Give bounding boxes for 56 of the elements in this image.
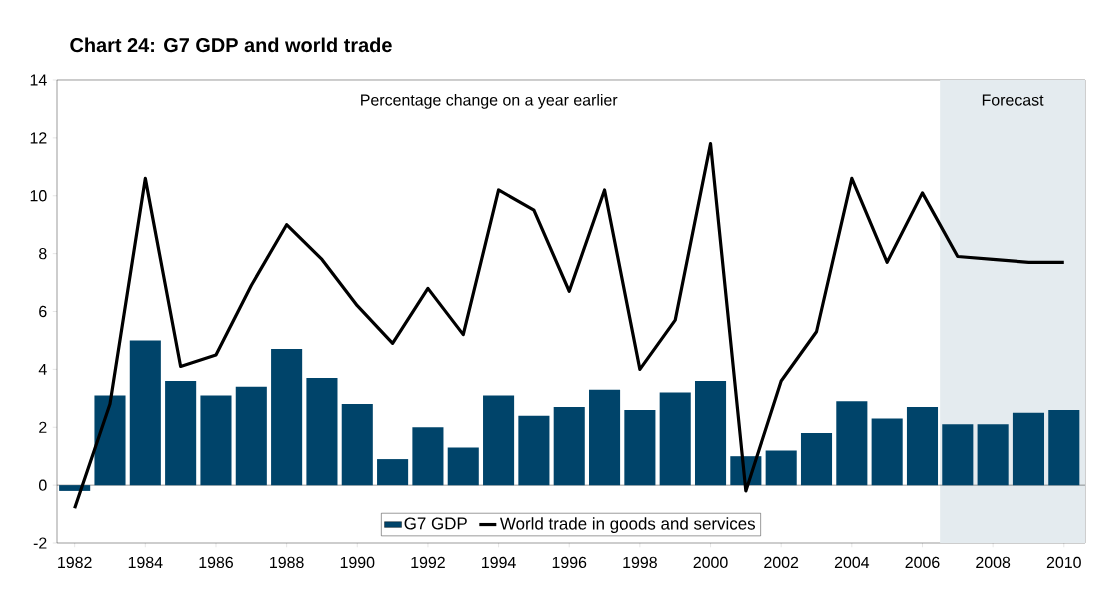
x-tick-label: 2008	[976, 556, 1011, 569]
bar	[200, 395, 232, 486]
bar	[1048, 409, 1080, 486]
x-tick-label: 1984	[128, 556, 163, 569]
bar	[836, 401, 868, 486]
y-tick-label: 4	[38, 363, 47, 375]
band-label: Forecast	[982, 94, 1044, 106]
x-tick-label: 2000	[693, 556, 728, 569]
bar	[518, 415, 550, 486]
bar	[94, 395, 126, 486]
chart-title: Chart 24: G7 GDP and world trade	[70, 37, 392, 53]
bar	[377, 459, 409, 486]
x-tick-label: 2004	[834, 556, 870, 569]
bar	[800, 433, 833, 486]
bar	[871, 418, 903, 486]
bar	[447, 447, 479, 486]
bar	[483, 395, 515, 486]
y-tick-label: 10	[30, 190, 47, 202]
bar	[659, 392, 691, 486]
x-tick-label: 1994	[482, 556, 516, 569]
bar	[694, 380, 727, 486]
bar	[906, 406, 939, 486]
bar	[977, 424, 1009, 486]
bar	[412, 427, 444, 486]
x-tick-label: 1992	[411, 556, 445, 569]
bar	[341, 404, 373, 486]
bar	[589, 389, 621, 486]
x-tick-label: 2002	[764, 556, 799, 569]
x-tick-label: 2010	[1046, 556, 1081, 569]
x-tick-label: 1986	[199, 556, 233, 569]
bar	[306, 378, 338, 486]
legend-label: World trade in goods and services	[499, 517, 756, 533]
bar	[129, 340, 161, 486]
x-tick-label: 1988	[270, 556, 304, 569]
bar	[624, 409, 656, 486]
bar	[553, 406, 585, 486]
x-tick-label: 1990	[340, 556, 375, 569]
bar	[1012, 412, 1045, 486]
bar	[165, 380, 197, 486]
x-tick-label: 1998	[623, 556, 657, 569]
y-tick-label: 6	[39, 305, 47, 318]
x-tick-label: 1982	[58, 556, 92, 569]
bar	[235, 386, 267, 486]
legend-label: G7 GDP	[404, 517, 467, 530]
y-tick-label: -2	[33, 537, 47, 549]
y-tick-label: 12	[30, 132, 47, 144]
y-tick-label: 14	[30, 74, 47, 86]
bar	[942, 424, 974, 486]
annotation: Percentage change on a year earlier	[361, 93, 618, 109]
y-tick-label: 0	[39, 479, 47, 491]
y-tick-label: 8	[39, 247, 47, 260]
bar	[271, 349, 303, 486]
bar	[765, 450, 797, 486]
y-tick-label: 2	[39, 421, 47, 433]
x-tick-label: 2006	[905, 556, 940, 569]
x-tick-label: 1996	[552, 556, 587, 569]
